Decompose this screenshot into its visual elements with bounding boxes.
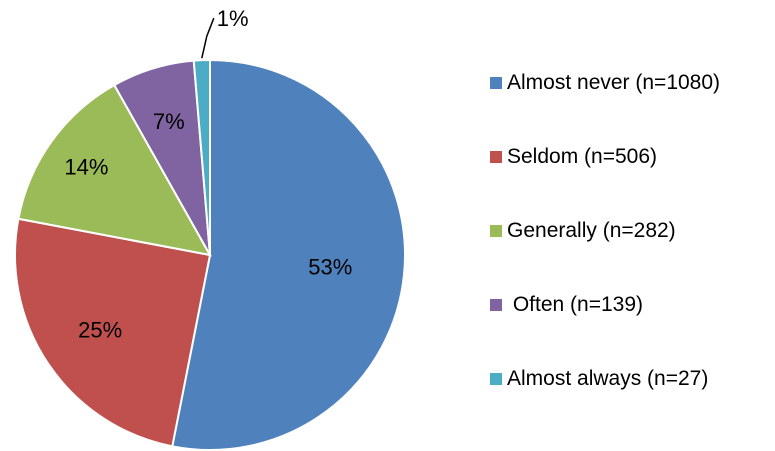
legend-item-seldom: Seldom (n=506): [490, 138, 775, 175]
legend-item-often: Often (n=139): [490, 286, 775, 323]
data-label-often: 7%: [153, 109, 185, 134]
legend-item-almost-always: Almost always (n=27): [490, 360, 775, 397]
legend-label-almost-never: Almost never (n=1080): [507, 70, 721, 94]
pie-slice-seldom: [14, 217, 212, 448]
legend-label-generally: Generally (n=282): [507, 218, 676, 242]
pie-slice-almost-never: [171, 58, 406, 451]
legend-swatch-seldom: [490, 150, 502, 163]
legend-item-almost-never: Almost never (n=1080): [490, 64, 775, 101]
legend-label-almost-always: Almost always (n=27): [507, 366, 709, 390]
legend-swatch-often: [490, 298, 502, 311]
data-label-almost-never: 53%: [308, 255, 352, 280]
legend-item-generally: Generally (n=282): [490, 212, 775, 249]
legend-swatch-almost-never: [490, 76, 502, 89]
pie-data-labels: 53% 25% 14% 7% 1%: [64, 6, 352, 342]
legend-swatch-generally: [490, 224, 502, 237]
pie-slice-generally: [17, 83, 212, 257]
pie-slices: [14, 58, 406, 451]
leader-line-almost-always: [201, 17, 215, 59]
data-label-generally: 14%: [64, 154, 108, 179]
legend-label-seldom: Seldom (n=506): [507, 144, 658, 168]
legend: Almost never (n=1080) Seldom (n=506) Gen…: [490, 64, 775, 397]
pie-slice-almost-always: [192, 58, 211, 256]
data-label-almost-always: 1%: [217, 6, 249, 31]
legend-swatch-almost-always: [490, 372, 502, 385]
legend-label-often: Often (n=139): [507, 292, 643, 316]
data-label-seldom: 25%: [78, 317, 122, 342]
